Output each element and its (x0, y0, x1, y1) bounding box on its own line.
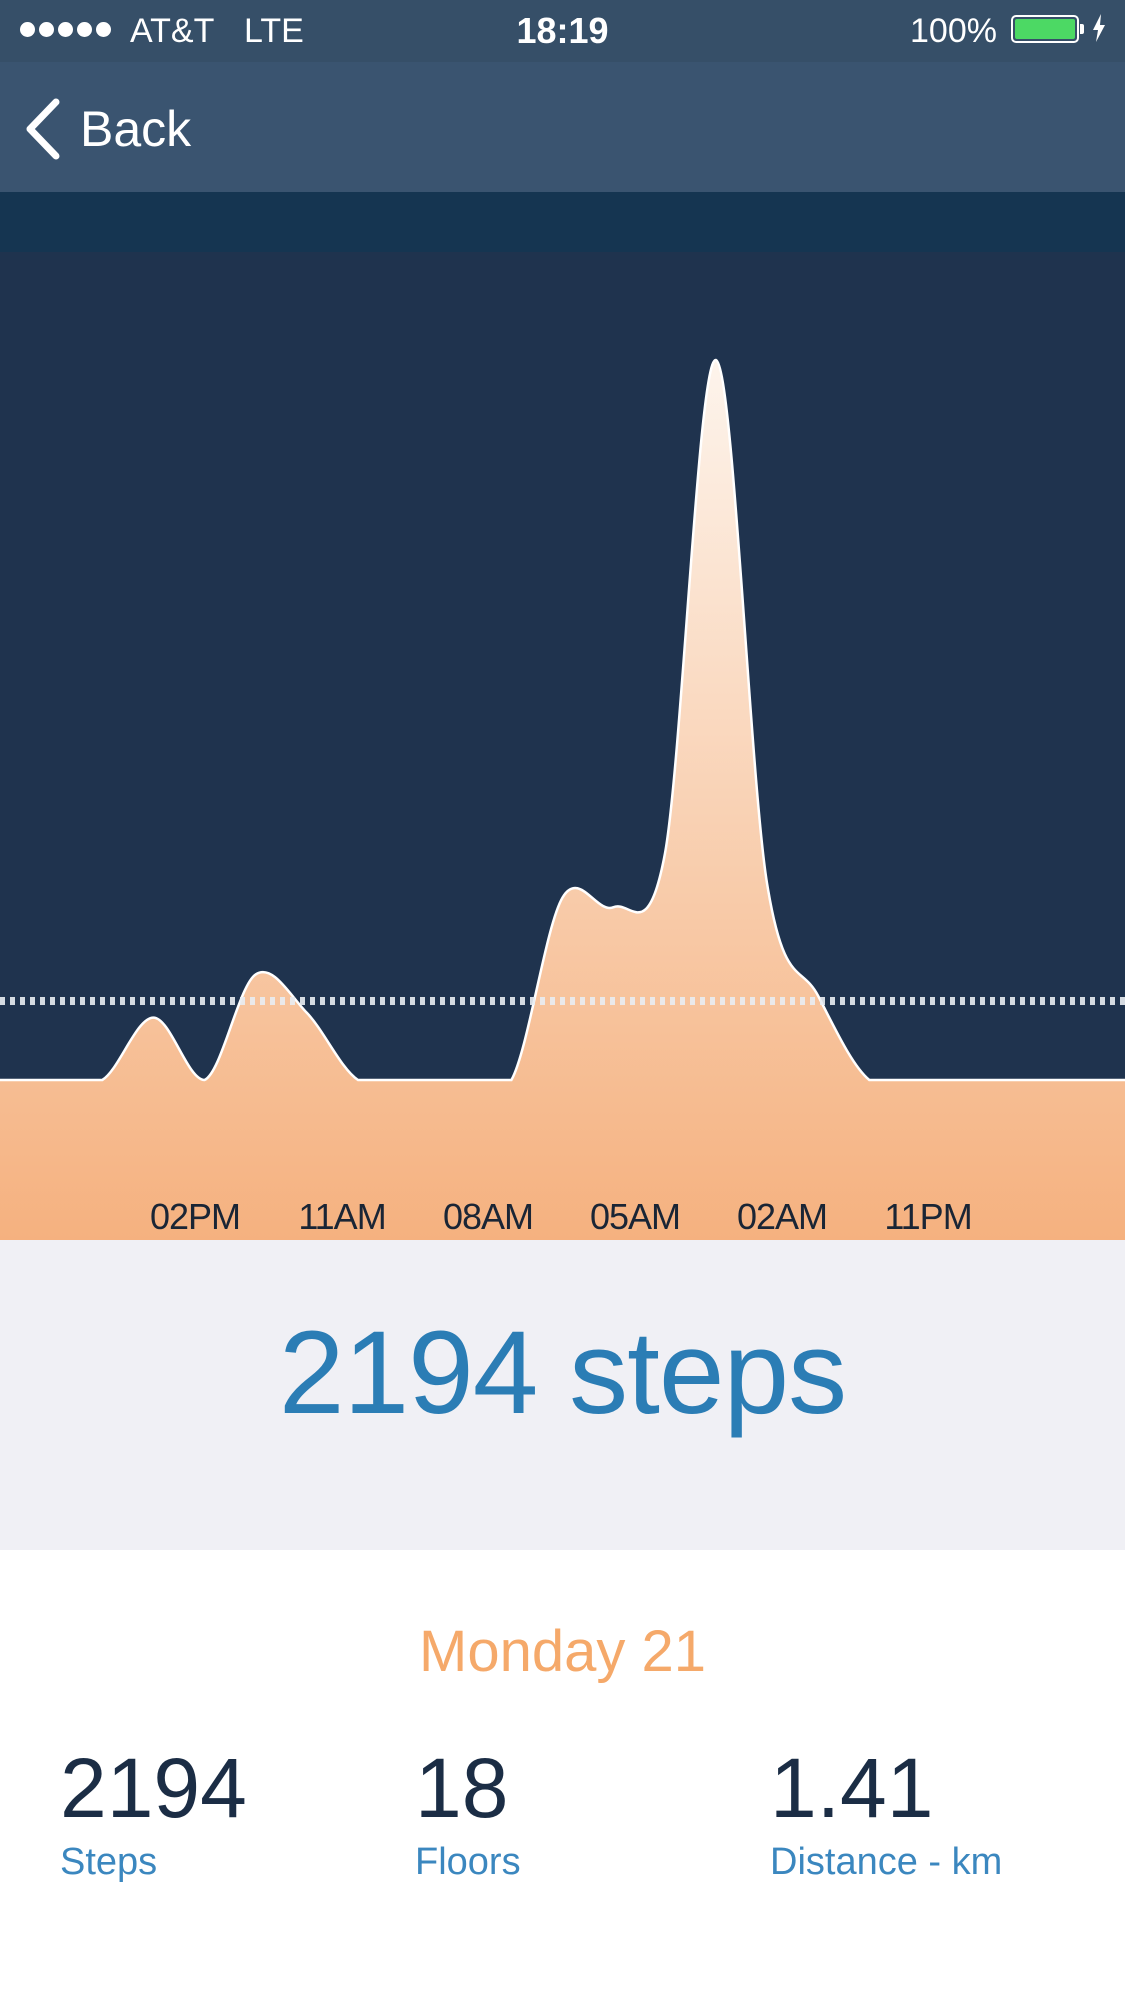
steps-area (0, 359, 1125, 1240)
network-type: LTE (244, 12, 304, 50)
carrier-label: AT&T (130, 12, 215, 50)
day-label: Monday 21 (419, 1619, 706, 1684)
stat-distance-value: 1.41 (770, 1741, 934, 1835)
battery-percentage: 100% (910, 12, 997, 50)
stat-floors-value: 18 (415, 1741, 509, 1835)
x-tick-label: 02AM (736, 1196, 828, 1237)
header-band (0, 192, 1125, 252)
navigation-bar: Back (0, 62, 1125, 192)
battery-cap (1080, 24, 1084, 34)
stat-steps: 2194 Steps (60, 1740, 247, 1884)
stat-floors: 18 Floors (415, 1740, 521, 1884)
steps-area-chart (0, 358, 1125, 1240)
battery-icon (1011, 15, 1079, 43)
steps-total: 2194 steps (278, 1307, 847, 1439)
steps-line (0, 358, 1125, 1082)
back-button-label: Back (80, 101, 192, 157)
clock: 18:19 (516, 10, 609, 51)
stat-floors-label: Floors (415, 1841, 521, 1883)
charging-bolt-icon (1093, 14, 1105, 42)
stat-steps-value: 2194 (60, 1741, 247, 1835)
chevron-left-icon (26, 98, 60, 160)
stat-steps-label: Steps (60, 1841, 158, 1883)
x-tick-label: 11PM (884, 1196, 972, 1237)
steps-chart: 02PM 11AM 08AM 05AM 02AM 11PM (0, 252, 1125, 1240)
back-button[interactable]: Back (22, 94, 191, 164)
day-summary: Monday 21 2194 Steps 18 Floors 1.41 Dist… (0, 1550, 1125, 2001)
stat-distance: 1.41 Distance - km (770, 1740, 1002, 1884)
x-tick-label: 05AM (589, 1196, 681, 1237)
stat-distance-label: Distance - km (770, 1841, 1003, 1883)
signal-strength-icon (20, 22, 111, 37)
x-tick-label: 11AM (298, 1196, 386, 1237)
status-bar: AT&T LTE 18:19 100% (0, 0, 1125, 62)
x-tick-label: 02PM (149, 1196, 241, 1237)
x-tick-label: 08AM (442, 1196, 534, 1237)
steps-total-panel: 2194 steps (0, 1240, 1125, 1550)
